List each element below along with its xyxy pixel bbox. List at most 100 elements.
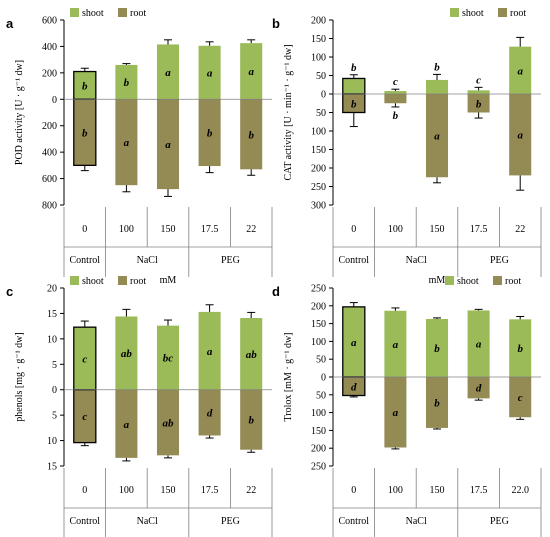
significance-letter-shoot: a xyxy=(351,337,357,349)
significance-letter-root: a xyxy=(517,130,523,142)
significance-letter-root: d xyxy=(207,408,213,420)
legend-swatch-root xyxy=(493,276,502,285)
y-tick-label: 400 xyxy=(42,42,57,53)
y-tick-label: 150 xyxy=(311,34,326,45)
bar-shoot-22.0 xyxy=(509,319,532,377)
y-tick-label: 0 xyxy=(321,90,326,101)
legend-label-shoot: shoot xyxy=(82,8,104,19)
bar-shoot-100 xyxy=(115,316,138,390)
bar-shoot-100 xyxy=(384,91,407,94)
x-tick-label: 17.5 xyxy=(201,485,219,496)
legend-label-shoot: shoot xyxy=(462,8,484,19)
y-tick-label: 0 xyxy=(52,95,57,106)
significance-letter-root: a xyxy=(124,137,130,149)
y-tick-label: 10 xyxy=(47,436,57,447)
significance-letter-shoot: c xyxy=(393,76,398,88)
y-tick-label: 5 xyxy=(52,360,57,371)
chart-panel-b: b shoot root 200 150 100 50 0 50 100 150 200 250 300 C… xyxy=(272,8,542,286)
bar-root-150 xyxy=(156,99,180,190)
significance-letter-shoot: b xyxy=(434,61,440,73)
bar-shoot-100 xyxy=(384,310,407,377)
group-label: NaCl xyxy=(137,255,158,266)
x-tick-label: 150 xyxy=(161,485,176,496)
y-tick-label: 600 xyxy=(42,16,57,27)
chart-panel-c: c shoot root 20 15 10 5 0 5 10 15 phenols [mg · g⁻¹… xyxy=(6,276,273,537)
unit-label: mM xyxy=(429,275,446,286)
significance-letter-shoot: b xyxy=(82,80,88,92)
significance-letter-shoot: a xyxy=(476,339,482,351)
bar-shoot-17.5 xyxy=(467,90,490,94)
y-tick-label: 50 xyxy=(316,390,326,401)
y-tick-label: 250 xyxy=(311,284,326,295)
legend-swatch-root xyxy=(118,8,127,17)
significance-letter-shoot: a xyxy=(207,346,213,358)
legend: shoot root xyxy=(70,8,146,19)
bar-shoot-17.5 xyxy=(467,310,490,377)
significance-letter-shoot: c xyxy=(476,74,481,86)
legend-label-root: root xyxy=(130,276,146,287)
significance-letter-shoot: a xyxy=(393,339,399,351)
significance-letter-root: a xyxy=(165,139,171,151)
x-tick-label: 17.5 xyxy=(470,485,488,496)
panel-letter: c xyxy=(6,284,13,299)
y-tick-label: 50 xyxy=(316,71,326,82)
y-tick-label: 200 xyxy=(42,68,57,79)
significance-letter-shoot: b xyxy=(124,77,130,89)
bar-shoot-150 xyxy=(156,44,180,100)
chart-panel-d: d shoot root 250 200 150 100 50 0 50 100 150 200 250 T… xyxy=(272,276,542,537)
y-tick-label: 150 xyxy=(311,145,326,156)
bar-root-150 xyxy=(156,389,180,456)
unit-label: mM xyxy=(160,275,177,286)
significance-letter-root: b xyxy=(434,397,440,409)
y-tick-label: 200 xyxy=(311,301,326,312)
bar-root-100 xyxy=(115,99,138,186)
bar-root-150 xyxy=(425,94,449,178)
legend-swatch-shoot xyxy=(450,8,459,17)
x-tick-label: 17.5 xyxy=(201,224,219,235)
legend-label-root: root xyxy=(130,8,146,19)
y-tick-label: 100 xyxy=(311,408,326,419)
y-tick-label: 150 xyxy=(311,426,326,437)
group-label: Control xyxy=(70,516,101,527)
x-tick-label: 0 xyxy=(351,224,356,235)
x-tick-label: 100 xyxy=(119,224,134,235)
group-label: Control xyxy=(339,255,370,266)
group-label: PEG xyxy=(490,255,509,266)
legend: shoot root xyxy=(450,8,526,19)
significance-letter-root: b xyxy=(351,98,357,110)
legend: shoot root xyxy=(70,276,146,287)
group-label: PEG xyxy=(221,516,240,527)
bar-root-100 xyxy=(115,389,138,458)
significance-letter-shoot: a xyxy=(207,68,213,80)
x-tick-label: 22.0 xyxy=(511,485,529,496)
x-tick-label: 22 xyxy=(246,224,256,235)
bar-root-17.5 xyxy=(198,99,221,167)
bar-shoot-22 xyxy=(240,318,263,390)
significance-letter-root: b xyxy=(476,98,482,110)
group-label: NaCl xyxy=(137,516,158,527)
significance-letter-root: b xyxy=(248,415,254,427)
y-tick-label: 50 xyxy=(316,355,326,366)
group-label: PEG xyxy=(490,516,509,527)
bar-shoot-100 xyxy=(115,64,138,100)
bar-shoot-22 xyxy=(240,43,263,100)
y-tick-label: 100 xyxy=(311,337,326,348)
significance-letter-shoot: b xyxy=(434,343,440,355)
bar-root-100 xyxy=(384,377,407,448)
y-tick-label: 250 xyxy=(311,182,326,193)
x-tick-label: 100 xyxy=(388,224,403,235)
chart-panel-a: a shoot root 600 400 200 0 200 400 600 800 POD acti… xyxy=(6,8,273,286)
y-tick-label: 50 xyxy=(316,108,326,119)
significance-letter-shoot: b xyxy=(517,343,523,355)
significance-letter-root: b xyxy=(248,129,254,141)
significance-letter-shoot: a xyxy=(517,65,523,77)
significance-letter-shoot: a xyxy=(248,66,254,78)
significance-letter-root: d xyxy=(476,383,482,395)
legend-swatch-shoot xyxy=(445,276,454,285)
x-tick-label: 150 xyxy=(161,224,176,235)
y-tick-label: 5 xyxy=(52,411,57,422)
panel-letter: b xyxy=(272,16,280,31)
x-tick-label: 150 xyxy=(430,485,445,496)
bar-root-17.5 xyxy=(467,94,490,113)
